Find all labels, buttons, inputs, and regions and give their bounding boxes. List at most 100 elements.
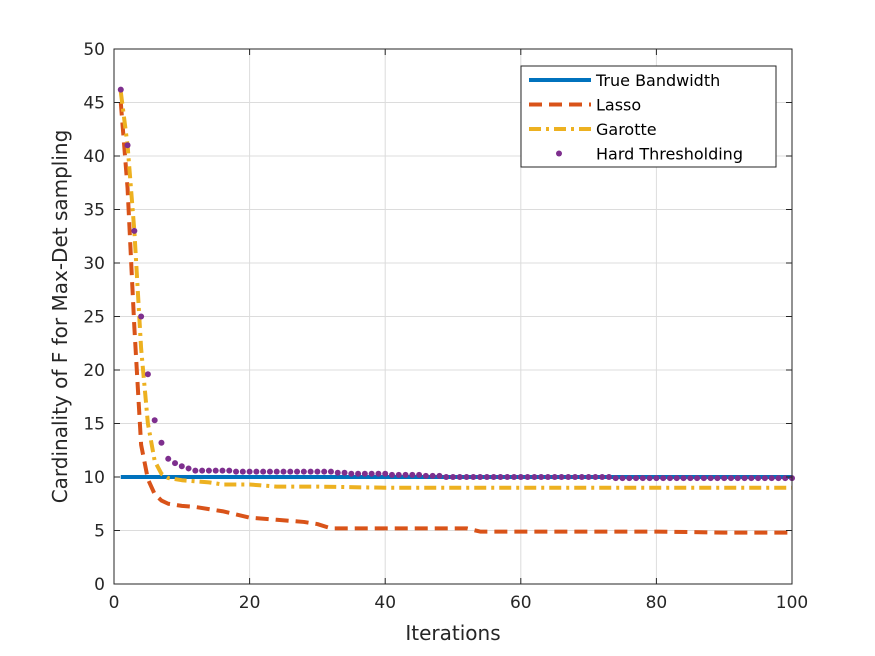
hard-thresholding-point — [117, 86, 124, 93]
hard-thresholding-point — [199, 467, 206, 474]
x-tick-label: 0 — [109, 593, 120, 613]
hard-thresholding-point — [178, 463, 185, 470]
hard-thresholding-point — [219, 467, 226, 474]
hard-thresholding-point — [673, 475, 680, 482]
hard-thresholding-point — [124, 142, 131, 149]
hard-thresholding-point — [775, 475, 782, 482]
hard-thresholding-point — [361, 470, 368, 477]
hard-thresholding-point — [700, 475, 707, 482]
hard-thresholding-point — [375, 470, 382, 477]
hard-thresholding-point — [585, 474, 592, 480]
hard-thresholding-point — [334, 469, 341, 476]
x-tick-label: 60 — [510, 593, 532, 613]
hard-thresholding-point — [239, 468, 246, 475]
hard-thresholding-point — [544, 474, 551, 480]
hard-thresholding-point — [131, 227, 138, 234]
hard-thresholding-point — [694, 475, 701, 482]
hard-thresholding-point — [463, 474, 470, 480]
hard-thresholding-point — [714, 475, 721, 482]
hard-thresholding-point — [666, 475, 673, 482]
hard-thresholding-point — [409, 471, 416, 478]
hard-thresholding-point — [768, 475, 775, 482]
hard-thresholding-point — [158, 439, 165, 446]
hard-thresholding-point — [572, 474, 579, 480]
hard-thresholding-point — [341, 469, 348, 476]
y-tick-label: 10 — [83, 468, 105, 488]
hard-thresholding-point — [470, 474, 477, 480]
hard-thresholding-point — [172, 460, 179, 467]
hard-thresholding-point — [388, 471, 395, 478]
y-tick-label: 5 — [94, 522, 105, 542]
hard-thresholding-point — [422, 472, 429, 479]
ticks: 0 20 40 60 80 100 0 5 10 15 20 25 30 35 40 45 50 — [83, 40, 808, 613]
hard-thresholding-point — [226, 467, 233, 474]
hard-thresholding-point — [307, 468, 314, 475]
hard-thresholding-point — [680, 475, 687, 482]
hard-thresholding-point — [734, 475, 741, 482]
hard-thresholding-point — [192, 467, 199, 474]
hard-thresholding-point — [185, 465, 192, 472]
hard-thresholding-point — [619, 475, 626, 482]
y-tick-label: 15 — [83, 415, 105, 435]
garotte-line — [118, 91, 792, 490]
hard-thresholding-point — [416, 471, 423, 478]
hard-thresholding-point — [300, 468, 307, 475]
hard-thresholding-point — [205, 467, 212, 474]
hard-thresholding-point — [138, 313, 145, 320]
hard-thresholding-point — [524, 474, 531, 480]
y-tick-label: 0 — [94, 575, 105, 595]
hard-thresholding-point — [504, 474, 511, 480]
hard-thresholding-point — [565, 474, 572, 480]
hard-thresholding-point — [517, 474, 524, 480]
hard-thresholding-point — [260, 468, 267, 475]
hard-thresholding-point — [368, 470, 375, 477]
hard-thresholding-point — [761, 475, 768, 482]
hard-thresholding-point — [497, 474, 504, 480]
hard-thresholding-point — [314, 468, 321, 475]
hard-thresholding-point — [633, 475, 640, 482]
lasso-line — [118, 102, 792, 535]
y-tick-label: 45 — [83, 94, 105, 114]
hard-thresholding-point — [558, 474, 565, 480]
hard-thresholding-point — [511, 474, 518, 480]
hard-thresholding-point — [246, 468, 253, 475]
hard-thresholding-point — [151, 417, 158, 424]
legend-label-hard-thresholding: Hard Thresholding — [596, 145, 743, 164]
hard-thresholding-point — [429, 472, 436, 479]
hard-thresholding-point — [294, 468, 301, 475]
hard-thresholding-point — [755, 475, 762, 482]
hard-thresholding-point — [436, 472, 443, 479]
hard-thresholding-point — [612, 475, 619, 482]
legend: True Bandwidth Lasso Garotte Hard Threshold… — [520, 65, 777, 168]
hard-thresholding-point — [450, 474, 456, 480]
legend-label-lasso: Lasso — [596, 96, 641, 115]
hard-thresholding-point — [165, 455, 172, 462]
hard-thresholding-point — [592, 474, 599, 480]
hard-thresholding-point — [402, 471, 409, 478]
hard-thresholding-point — [233, 468, 240, 475]
legend-swatch-hard-thresholding — [556, 150, 562, 157]
x-tick-label: 100 — [776, 593, 808, 613]
hard-thresholding-point — [456, 474, 463, 480]
hard-thresholding-point — [646, 475, 653, 482]
x-axis-label: Iterations — [405, 621, 500, 645]
series-layer — [117, 86, 795, 535]
hard-thresholding-point — [531, 474, 538, 480]
legend-box — [520, 65, 777, 168]
hard-thresholding-point — [321, 468, 328, 475]
hard-thresholding-point — [626, 475, 633, 482]
hard-thresholding-point — [707, 475, 714, 482]
hard-thresholding-point — [639, 475, 646, 482]
hard-thresholding-point — [483, 474, 490, 480]
hard-thresholding-point — [327, 468, 334, 475]
hard-thresholding-point — [355, 470, 362, 477]
y-tick-label: 20 — [83, 361, 105, 381]
hard-thresholding-point — [653, 475, 660, 482]
hard-thresholding-point — [280, 468, 287, 475]
legend-label-true-bandwidth: True Bandwidth — [595, 71, 720, 90]
y-tick-label: 25 — [83, 308, 105, 328]
hard-thresholding-point — [395, 471, 402, 478]
hard-thresholding-point — [443, 474, 450, 480]
hard-thresholding-point — [348, 470, 355, 477]
